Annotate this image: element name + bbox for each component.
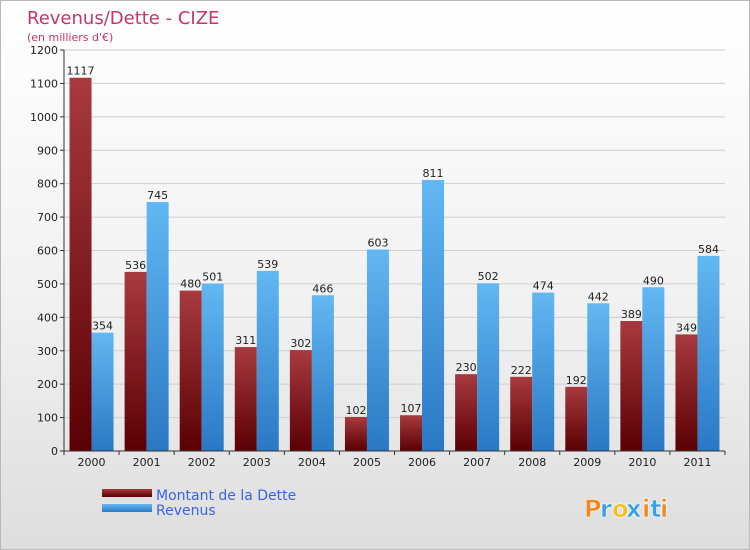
- ytick-label-400: 400: [37, 311, 58, 324]
- xtick-label-2010: 2010: [628, 456, 656, 469]
- logo-letter-6: i: [660, 495, 668, 523]
- legend-swatch-dette: [102, 489, 152, 497]
- legend-label-dette: Montant de la Dette: [156, 488, 296, 504]
- data-label-revenus-2003: 539: [257, 258, 278, 271]
- bar-revenus-2005: [366, 249, 389, 451]
- bar-dette-2006: [400, 415, 423, 451]
- data-label-revenus-2002: 501: [202, 271, 223, 284]
- bar-revenus-2000: [91, 332, 114, 451]
- data-label-revenus-2000: 354: [92, 320, 113, 333]
- bar-dette-2008: [510, 376, 533, 451]
- xtick-label-2000: 2000: [78, 456, 106, 469]
- proxiti-logo: Pr ox i ti: [584, 495, 669, 524]
- xtick-label-2009: 2009: [573, 456, 601, 469]
- bar-dette-2003: [234, 347, 257, 451]
- data-label-dette-2003: 311: [235, 334, 256, 347]
- legend-swatch-revenus: [102, 504, 152, 512]
- ytick-label-300: 300: [37, 345, 58, 358]
- xtick-label-2002: 2002: [188, 456, 216, 469]
- chart-title: Revenus/Dette - CIZE: [27, 8, 219, 29]
- data-label-revenus-2009: 442: [588, 290, 609, 303]
- bar-revenus-2003: [256, 270, 279, 451]
- data-label-revenus-2006: 811: [423, 167, 444, 180]
- bar-layer: [69, 77, 720, 451]
- chart-subtitle: (en milliers d'€): [27, 31, 113, 44]
- ytick-label-800: 800: [37, 178, 58, 191]
- bar-revenus-2007: [477, 283, 500, 451]
- bar-dette-2007: [455, 374, 478, 451]
- bar-dette-2000: [69, 77, 92, 451]
- data-label-dette-2004: 302: [290, 337, 311, 350]
- ytick-label-0: 0: [51, 445, 58, 458]
- bar-dette-2009: [565, 386, 588, 451]
- ytick-label-600: 600: [37, 245, 58, 258]
- data-label-dette-2005: 102: [345, 404, 366, 417]
- data-label-revenus-2004: 466: [312, 282, 333, 295]
- ytick-label-500: 500: [37, 278, 58, 291]
- ytick-label-1000: 1000: [30, 111, 58, 124]
- xtick-label-2007: 2007: [463, 456, 491, 469]
- legend: Montant de la Dette Revenus: [102, 488, 296, 519]
- bar-revenus-2001: [146, 202, 169, 451]
- bar-revenus-2004: [311, 295, 334, 451]
- logo-letter-4: i: [642, 495, 650, 523]
- bar-dette-2010: [620, 321, 643, 451]
- data-label-revenus-2011: 584: [698, 243, 719, 256]
- bar-revenus-2002: [201, 283, 224, 451]
- logo-letter-3: x: [626, 495, 642, 523]
- bar-dette-2011: [675, 334, 698, 451]
- bar-dette-2004: [289, 350, 312, 451]
- bar-revenus-2008: [532, 292, 555, 451]
- data-label-revenus-2005: 603: [367, 236, 388, 249]
- ytick-label-1100: 1100: [30, 77, 58, 90]
- data-label-dette-2009: 192: [566, 374, 587, 387]
- ytick-label-700: 700: [37, 211, 58, 224]
- data-label-revenus-2007: 502: [478, 270, 499, 283]
- bar-revenus-2009: [587, 303, 610, 451]
- axis-layer: 0 100 200 300 400 500 600 700 800 900 1000 1100 1200…: [30, 44, 726, 469]
- logo-letter-2: o: [612, 495, 629, 523]
- xtick-label-2004: 2004: [298, 456, 326, 469]
- bar-dette-2002: [179, 290, 202, 451]
- bar-revenus-2006: [422, 179, 445, 451]
- data-label-revenus-2008: 474: [533, 280, 554, 293]
- data-label-dette-2002: 480: [180, 278, 201, 291]
- logo-letter-0: P: [584, 495, 602, 523]
- xtick-label-2006: 2006: [408, 456, 436, 469]
- bar-dette-2001: [124, 271, 147, 451]
- data-label-dette-2006: 107: [401, 402, 422, 415]
- xtick-label-2008: 2008: [518, 456, 546, 469]
- data-label-revenus-2001: 745: [147, 189, 168, 202]
- ytick-label-900: 900: [37, 144, 58, 157]
- ytick-label-1200: 1200: [30, 44, 58, 57]
- data-label-revenus-2010: 490: [643, 274, 664, 287]
- logo-letter-5: t: [650, 495, 661, 523]
- xtick-label-2011: 2011: [683, 456, 711, 469]
- logo-letter-1: r: [600, 495, 612, 523]
- legend-label-revenus: Revenus: [156, 503, 216, 519]
- data-label-dette-2000: 1117: [67, 65, 95, 78]
- bar-dette-2005: [344, 416, 367, 451]
- data-label-dette-2011: 349: [676, 321, 697, 334]
- ytick-label-200: 200: [37, 378, 58, 391]
- xtick-label-2003: 2003: [243, 456, 271, 469]
- ytick-label-100: 100: [37, 412, 58, 425]
- bar-revenus-2010: [642, 287, 665, 451]
- data-label-dette-2008: 222: [511, 364, 532, 377]
- grid-layer: [64, 49, 725, 419]
- data-label-dette-2007: 230: [456, 361, 477, 374]
- xtick-label-2001: 2001: [133, 456, 161, 469]
- data-label-dette-2010: 389: [621, 308, 642, 321]
- xtick-label-2005: 2005: [353, 456, 381, 469]
- bar-revenus-2011: [697, 255, 720, 451]
- data-label-dette-2001: 536: [125, 259, 146, 272]
